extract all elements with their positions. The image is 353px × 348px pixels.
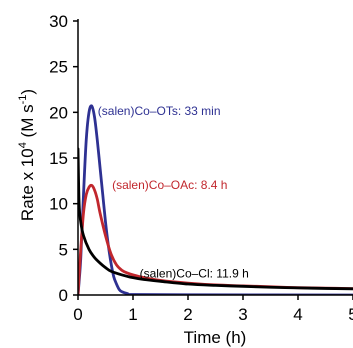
- y-tick-label-0: 0: [59, 286, 68, 305]
- y-tick-label-2: 10: [49, 195, 68, 214]
- x-tick-label-4: 4: [293, 305, 302, 324]
- series-label-0: (salen)Co–OTs: 33 min: [98, 104, 221, 118]
- y-axis-label-units-exp: -1: [17, 95, 29, 105]
- axes: 0 5 10 15 20 25 30 0 1 2 3 4 5: [49, 12, 353, 324]
- y-tick-label-6: 30: [49, 12, 68, 31]
- x-tick-label-5: 5: [348, 305, 353, 324]
- series-label-2: (salen)Co–Cl: 11.9 h: [140, 267, 249, 281]
- y-tick-label-4: 20: [49, 103, 68, 122]
- series-line-2: [78, 147, 353, 291]
- y-tick-label-5: 25: [49, 58, 68, 77]
- annotation-layer: (salen)Co–OTs: 33 min (salen)Co–OAc: 8.4 …: [98, 104, 249, 281]
- y-axis-label-units: (M s: [18, 104, 37, 142]
- series-label-1: (salen)Co–OAc: 8.4 h: [112, 178, 227, 192]
- y-axis-label-main: Rate x 10: [18, 148, 37, 221]
- series-line-0: [78, 104, 353, 295]
- x-axis-label: Time (h): [184, 328, 247, 347]
- y-tick-label-3: 15: [49, 149, 68, 168]
- x-tick-label-0: 0: [73, 305, 82, 324]
- x-tick-label-2: 2: [183, 305, 192, 324]
- y-axis-label-exp: 4: [17, 142, 29, 148]
- y-axis-label-close: ): [18, 89, 37, 95]
- x-tick-label-3: 3: [238, 305, 247, 324]
- y-tick-label-1: 5: [59, 240, 68, 259]
- x-tick-label-1: 1: [128, 305, 137, 324]
- series-layer: [78, 104, 353, 295]
- y-axis-label: Rate x 104 (M s-1): [17, 89, 37, 221]
